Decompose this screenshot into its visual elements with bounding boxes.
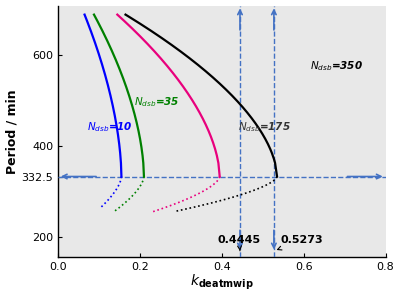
Text: 0.5273: 0.5273 [278,235,323,250]
Text: 0.4445: 0.4445 [218,235,260,251]
Text: $N_{dsb}$=35: $N_{dsb}$=35 [134,95,179,109]
X-axis label: $k_{\mathregular{deatmwip}}$: $k_{\mathregular{deatmwip}}$ [190,273,254,292]
Text: $N_{dsb}$=10: $N_{dsb}$=10 [88,120,133,134]
Y-axis label: Period / min: Period / min [6,89,18,173]
Text: $N_{dsb}$=175: $N_{dsb}$=175 [238,120,291,134]
Text: $N_{dsb}$=350: $N_{dsb}$=350 [310,59,363,73]
